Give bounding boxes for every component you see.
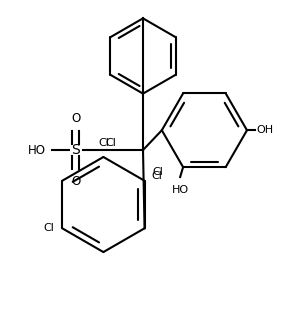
Text: Cl: Cl xyxy=(98,138,109,148)
Text: Cl: Cl xyxy=(152,167,163,177)
Text: HO: HO xyxy=(172,185,189,195)
Text: Cl: Cl xyxy=(105,138,116,148)
Text: HO: HO xyxy=(28,144,46,156)
Text: Cl: Cl xyxy=(43,223,54,233)
Text: O: O xyxy=(71,175,80,188)
Text: OH: OH xyxy=(256,125,273,135)
Text: O: O xyxy=(71,112,80,125)
Text: Cl: Cl xyxy=(152,171,162,181)
Text: S: S xyxy=(71,143,80,157)
